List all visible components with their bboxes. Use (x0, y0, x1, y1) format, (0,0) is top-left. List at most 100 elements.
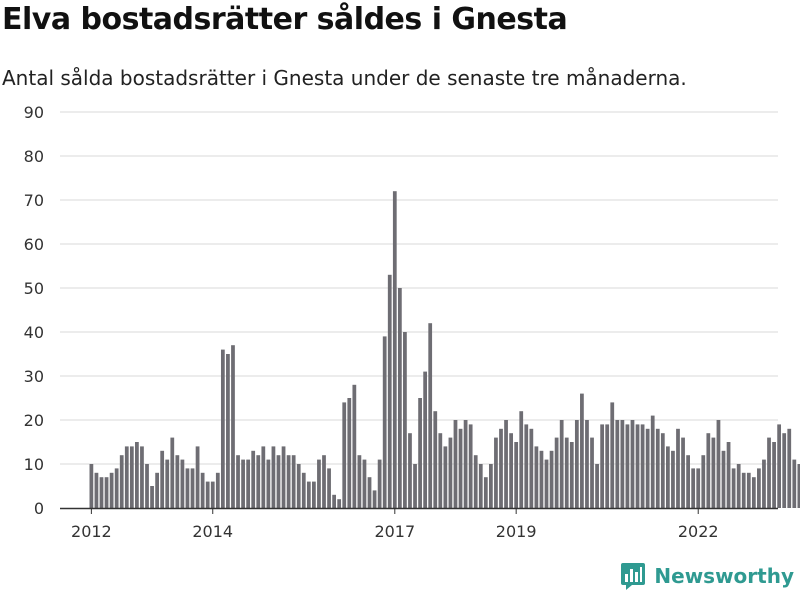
x-tick-label: 2017 (374, 522, 415, 541)
bar (124, 446, 129, 508)
bar (458, 428, 463, 508)
bar (478, 464, 483, 508)
x-tick-label: 2022 (678, 522, 719, 541)
bar (787, 428, 792, 508)
bar (367, 477, 372, 508)
bar (327, 468, 331, 508)
bar (696, 468, 701, 508)
bar (504, 420, 508, 508)
bar (397, 288, 402, 508)
bar (276, 455, 281, 508)
bar (109, 472, 114, 508)
bar (286, 455, 291, 508)
bar (666, 446, 670, 508)
bar (261, 446, 266, 508)
bar (205, 481, 210, 508)
bar (605, 424, 610, 508)
bar (180, 459, 185, 508)
bar (519, 411, 524, 508)
bar (645, 428, 650, 508)
bar (625, 424, 630, 508)
bar (600, 424, 605, 508)
bar (701, 455, 706, 508)
bar (468, 424, 473, 508)
bar (585, 420, 589, 508)
bar (463, 420, 468, 508)
bar (220, 349, 225, 508)
bar (140, 446, 144, 508)
y-tick-label: 40 (24, 323, 44, 342)
bar (150, 486, 154, 508)
bars (89, 191, 800, 508)
bar (281, 446, 286, 508)
brand-name: Newsworthy (654, 564, 794, 588)
bar (271, 446, 276, 508)
bar (246, 459, 251, 508)
bar (296, 464, 301, 508)
bar (99, 477, 104, 508)
bar (574, 420, 579, 508)
bar (681, 437, 685, 508)
grid-lines (60, 111, 778, 465)
bar (711, 437, 716, 508)
newsworthy-logo: Newsworthy (620, 562, 794, 590)
bar (620, 420, 625, 508)
bar (716, 420, 721, 508)
bar (423, 371, 428, 508)
y-tick-label: 0 (34, 499, 44, 518)
y-tick-label: 60 (24, 235, 44, 254)
bar (408, 433, 412, 508)
bar (767, 437, 771, 508)
bar (655, 428, 660, 508)
bar (509, 433, 513, 508)
bar (792, 459, 797, 508)
x-axis-labels: 201220142017201920222024 (71, 509, 800, 541)
y-axis-labels: 0 10 20 30 40 50 60 70 80 90 (24, 103, 44, 518)
bar (559, 420, 564, 508)
bar (362, 459, 367, 508)
bar (691, 468, 696, 508)
bar (660, 433, 665, 508)
bar (650, 415, 655, 508)
bar (741, 472, 746, 508)
bar (443, 446, 448, 508)
chart-title: Elva bostadsrätter såldes i Gnesta (2, 2, 568, 37)
bar (544, 459, 549, 508)
bar (751, 477, 756, 508)
bar (135, 442, 139, 508)
newsworthy-icon (621, 563, 646, 590)
bar (494, 437, 498, 508)
bar (746, 472, 751, 508)
bar (524, 424, 529, 508)
chart-subtitle: Antal sålda bostadsrätter i Gnesta under… (2, 66, 687, 90)
bar (231, 345, 235, 508)
bar (195, 446, 200, 508)
bar (721, 450, 726, 508)
bar (635, 424, 640, 508)
bar (473, 455, 478, 508)
bar (676, 428, 680, 508)
bar (377, 459, 382, 508)
bar (266, 459, 271, 508)
bar (185, 468, 190, 508)
bar (175, 455, 180, 508)
bar (241, 459, 245, 508)
bar (772, 442, 776, 508)
bar (403, 332, 407, 508)
bar (418, 398, 422, 508)
bar (640, 424, 645, 508)
bar (595, 464, 599, 508)
bar (236, 455, 240, 508)
bar (94, 472, 99, 508)
bar (438, 433, 443, 508)
x-tick-label: 2012 (71, 522, 112, 541)
x-tick-label: 2019 (496, 522, 537, 541)
bar (357, 455, 362, 508)
bar (529, 428, 534, 508)
bar (630, 420, 635, 508)
bar (251, 450, 256, 508)
bar (200, 472, 205, 508)
bar (433, 411, 438, 508)
y-tick-label: 20 (24, 411, 44, 430)
bar (413, 464, 417, 508)
